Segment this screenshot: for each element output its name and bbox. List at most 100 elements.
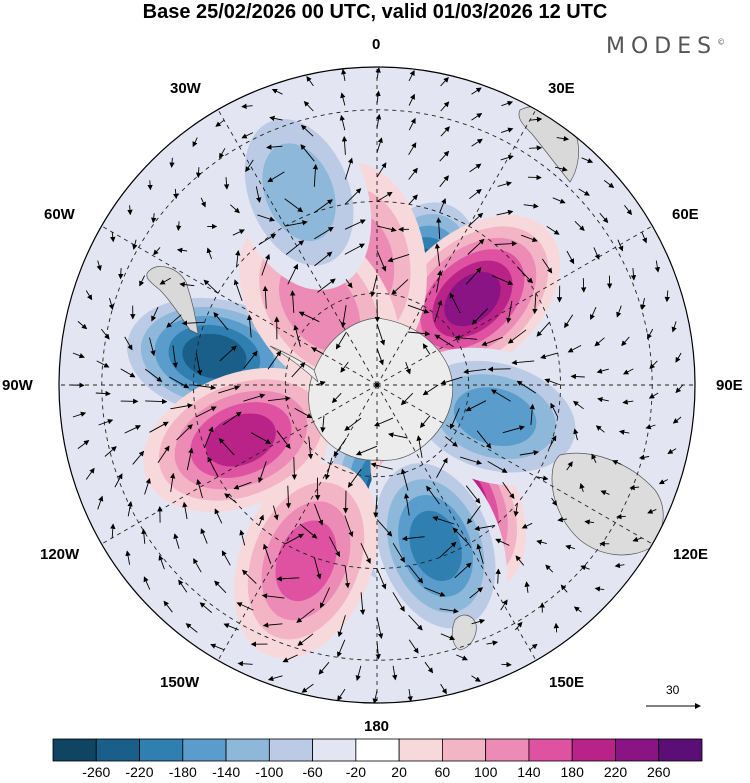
wind-vector: [487, 461, 508, 473]
wind-vector: [648, 392, 659, 399]
wind-vector: [271, 88, 283, 95]
wind-vector: [618, 429, 630, 435]
wind-vector: [549, 435, 557, 448]
wind-vector: [151, 307, 159, 322]
wind-vector: [250, 432, 272, 444]
lon-label-90w: 90W: [2, 377, 33, 394]
wind-vector: [267, 675, 283, 682]
wind-vector: [573, 428, 579, 441]
lon-label-90e: 90E: [716, 377, 743, 394]
wind-vector: [560, 584, 568, 593]
wind-vector: [495, 568, 501, 584]
wind-vector: [299, 523, 318, 539]
wind-vector: [408, 639, 419, 654]
wind-vector: [434, 334, 454, 348]
wind-vector: [158, 554, 165, 570]
wind-vector: [143, 576, 151, 590]
wind-vector: [324, 457, 333, 480]
wind-vector: [494, 240, 518, 247]
wind-vector: [258, 233, 277, 245]
wind-vector: [573, 606, 582, 613]
wind-vector: [408, 614, 423, 631]
wind-vector: [632, 536, 642, 542]
wind-vector: [282, 654, 298, 663]
wind-vector: [181, 320, 205, 326]
colorbar-swatch: [485, 738, 530, 762]
contour-level: [409, 510, 462, 582]
wind-vector: [269, 115, 283, 122]
wind-vector: [594, 586, 605, 592]
wind-vector: [540, 352, 558, 360]
lon-label-60w: 60W: [44, 206, 75, 223]
wind-vector: [434, 243, 441, 266]
wind-vector: [200, 197, 206, 208]
antarctica: [308, 317, 454, 461]
wind-vector: [258, 461, 267, 484]
wind-vector: [387, 253, 410, 263]
wind-vector: [501, 661, 512, 668]
wind-vector: [392, 592, 405, 612]
wind-vector: [465, 267, 482, 285]
wind-vector: [314, 226, 334, 240]
lon-label-120e: 120E: [673, 546, 709, 563]
wind-vector: [376, 617, 384, 639]
wind-vector: [408, 117, 416, 131]
wind-vector: [163, 600, 173, 613]
colorbar-tick-label: -140: [212, 764, 241, 780]
map-disk: [59, 67, 695, 703]
wind-vector: [408, 93, 415, 106]
wind-vector: [196, 406, 217, 418]
wind-vector: [439, 541, 457, 558]
wind-vector: [487, 366, 511, 372]
wind-vector: [375, 67, 381, 80]
wind-vector: [145, 398, 168, 405]
wind-vector: [515, 555, 525, 566]
wind-vector: [467, 238, 485, 255]
wind-vector: [405, 361, 411, 375]
wind-vector: [151, 213, 157, 224]
wind-vector: [139, 275, 146, 287]
wind-vector: [289, 290, 296, 313]
wind-vector: [214, 580, 227, 594]
wind-vector: [578, 188, 590, 196]
wind-vector: [319, 587, 331, 609]
wind-vector: [314, 199, 333, 213]
wind-vector: [344, 188, 362, 205]
wind-vector: [200, 528, 208, 544]
wind-vector: [245, 159, 254, 173]
wind-vector: [521, 522, 533, 529]
wind-vector: [514, 621, 523, 631]
wind-vector: [124, 425, 142, 434]
wind-vector: [176, 247, 188, 253]
wind-vector: [497, 181, 512, 187]
wind-vector: [284, 198, 304, 213]
wind-vector: [285, 533, 304, 545]
wind-vector: [296, 608, 315, 623]
wind-vector: [370, 462, 393, 470]
wind-vector: [125, 550, 131, 565]
meridian-line: [376, 384, 537, 661]
wind-vector: [524, 581, 530, 593]
wind-vector: [440, 126, 450, 137]
wind-vector: [468, 212, 484, 227]
wind-vector: [391, 665, 398, 681]
wind-vector: [297, 633, 314, 646]
wind-vector: [408, 142, 417, 156]
wind-vector: [339, 114, 346, 131]
wind-vector: [612, 460, 622, 465]
colorbar-tick-label: -220: [125, 764, 154, 780]
wind-vector: [300, 144, 315, 162]
wind-vector: [318, 661, 330, 675]
wind-vector: [467, 505, 481, 525]
wind-vector: [521, 234, 538, 242]
anomaly-neg-weddell-25w: [226, 94, 372, 290]
wind-vector: [312, 163, 319, 187]
wind-vector: [196, 479, 203, 499]
wind-vector: [616, 514, 626, 520]
wind-vector: [551, 497, 558, 507]
wind-vector: [236, 602, 254, 611]
wind-vector: [594, 337, 605, 347]
wind-vector: [276, 576, 300, 582]
wind-vector: [408, 194, 418, 205]
wind-vector: [532, 293, 538, 315]
